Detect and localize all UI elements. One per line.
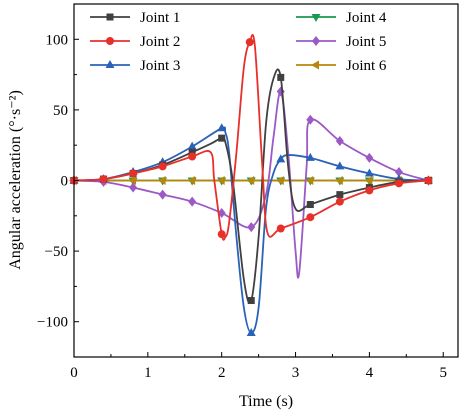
data-point (217, 230, 226, 239)
data-point (365, 186, 374, 195)
data-point (335, 197, 344, 206)
legend-label: Joint 6 (346, 58, 387, 74)
x-tick-label: 2 (218, 365, 226, 381)
data-point (218, 134, 226, 142)
data-point (246, 327, 256, 336)
legend-item-4: Joint 4 (296, 10, 387, 26)
data-point (188, 148, 196, 156)
data-point (188, 152, 197, 161)
data-point (305, 176, 314, 185)
data-point (275, 176, 284, 185)
x-tick-label: 0 (70, 365, 78, 381)
data-point (424, 176, 433, 185)
legend-marker (106, 13, 114, 21)
data-point (99, 175, 108, 184)
legend-item-2: Joint 2 (90, 34, 180, 50)
data-point (394, 179, 403, 188)
data-point (365, 152, 374, 163)
data-point (247, 297, 255, 305)
x-tick-label: 5 (439, 365, 447, 381)
data-point (217, 123, 227, 132)
y-tick-label: 0 (61, 174, 69, 190)
y-tick-label: 100 (46, 32, 69, 48)
data-point (306, 213, 315, 222)
series-layer (69, 34, 433, 336)
legend-marker (311, 60, 319, 70)
data-point (277, 73, 285, 81)
legend-item-6: Joint 6 (296, 58, 387, 74)
data-point (158, 189, 167, 200)
y-tick-label: −100 (37, 315, 68, 331)
data-point (305, 152, 315, 161)
x-tick-label: 1 (144, 365, 152, 381)
legend-label: Joint 2 (140, 34, 180, 50)
data-point (129, 182, 138, 193)
data-point (188, 196, 197, 207)
legend-label: Joint 3 (140, 58, 180, 74)
data-point (129, 169, 138, 178)
series-1 (70, 34, 433, 241)
legend-item-1: Joint 1 (90, 10, 180, 26)
data-point (306, 201, 314, 209)
x-axis-label: Time (s) (239, 393, 293, 410)
data-point (245, 38, 254, 47)
data-point (364, 176, 373, 185)
data-point (187, 141, 197, 150)
data-point (246, 176, 255, 185)
series-line (73, 68, 429, 304)
legend-label: Joint 1 (140, 10, 180, 26)
legend-label: Joint 4 (346, 10, 387, 26)
data-point (276, 224, 285, 233)
data-point (335, 161, 345, 170)
legend-marker (312, 36, 320, 46)
axes-layer: 0 1 2 3 4 5 −100 −50 0 50 100 (37, 3, 459, 381)
data-point (394, 167, 403, 178)
data-point (334, 176, 343, 185)
data-point (157, 176, 166, 185)
legend-marker (106, 37, 114, 45)
data-point (306, 114, 315, 125)
data-point (336, 191, 344, 199)
y-tick-label: 50 (53, 103, 68, 119)
legend-item-5: Joint 5 (296, 34, 386, 50)
series-line (73, 34, 429, 241)
data-point (216, 176, 225, 185)
legend-marker (105, 60, 115, 68)
data-point (276, 154, 286, 163)
data-point (158, 162, 167, 171)
legend: Joint 1 Joint 2 Joint 3 Joint 4 Joint 5 Joint… (90, 10, 387, 74)
data-point (128, 176, 137, 185)
legend-item-3: Joint 3 (90, 58, 180, 74)
data-point (247, 222, 256, 233)
data-point (276, 86, 285, 97)
legend-marker (311, 14, 321, 22)
legend-label: Joint 5 (346, 34, 386, 50)
y-tick-label: −50 (45, 244, 68, 260)
data-point (335, 135, 344, 146)
data-point (187, 176, 196, 185)
series-0 (70, 68, 432, 305)
x-tick-label: 3 (292, 365, 300, 381)
data-point (364, 168, 374, 177)
y-axis-label: Angular acceleration (°·s⁻²) (7, 90, 24, 270)
x-tick-label: 4 (366, 365, 374, 381)
